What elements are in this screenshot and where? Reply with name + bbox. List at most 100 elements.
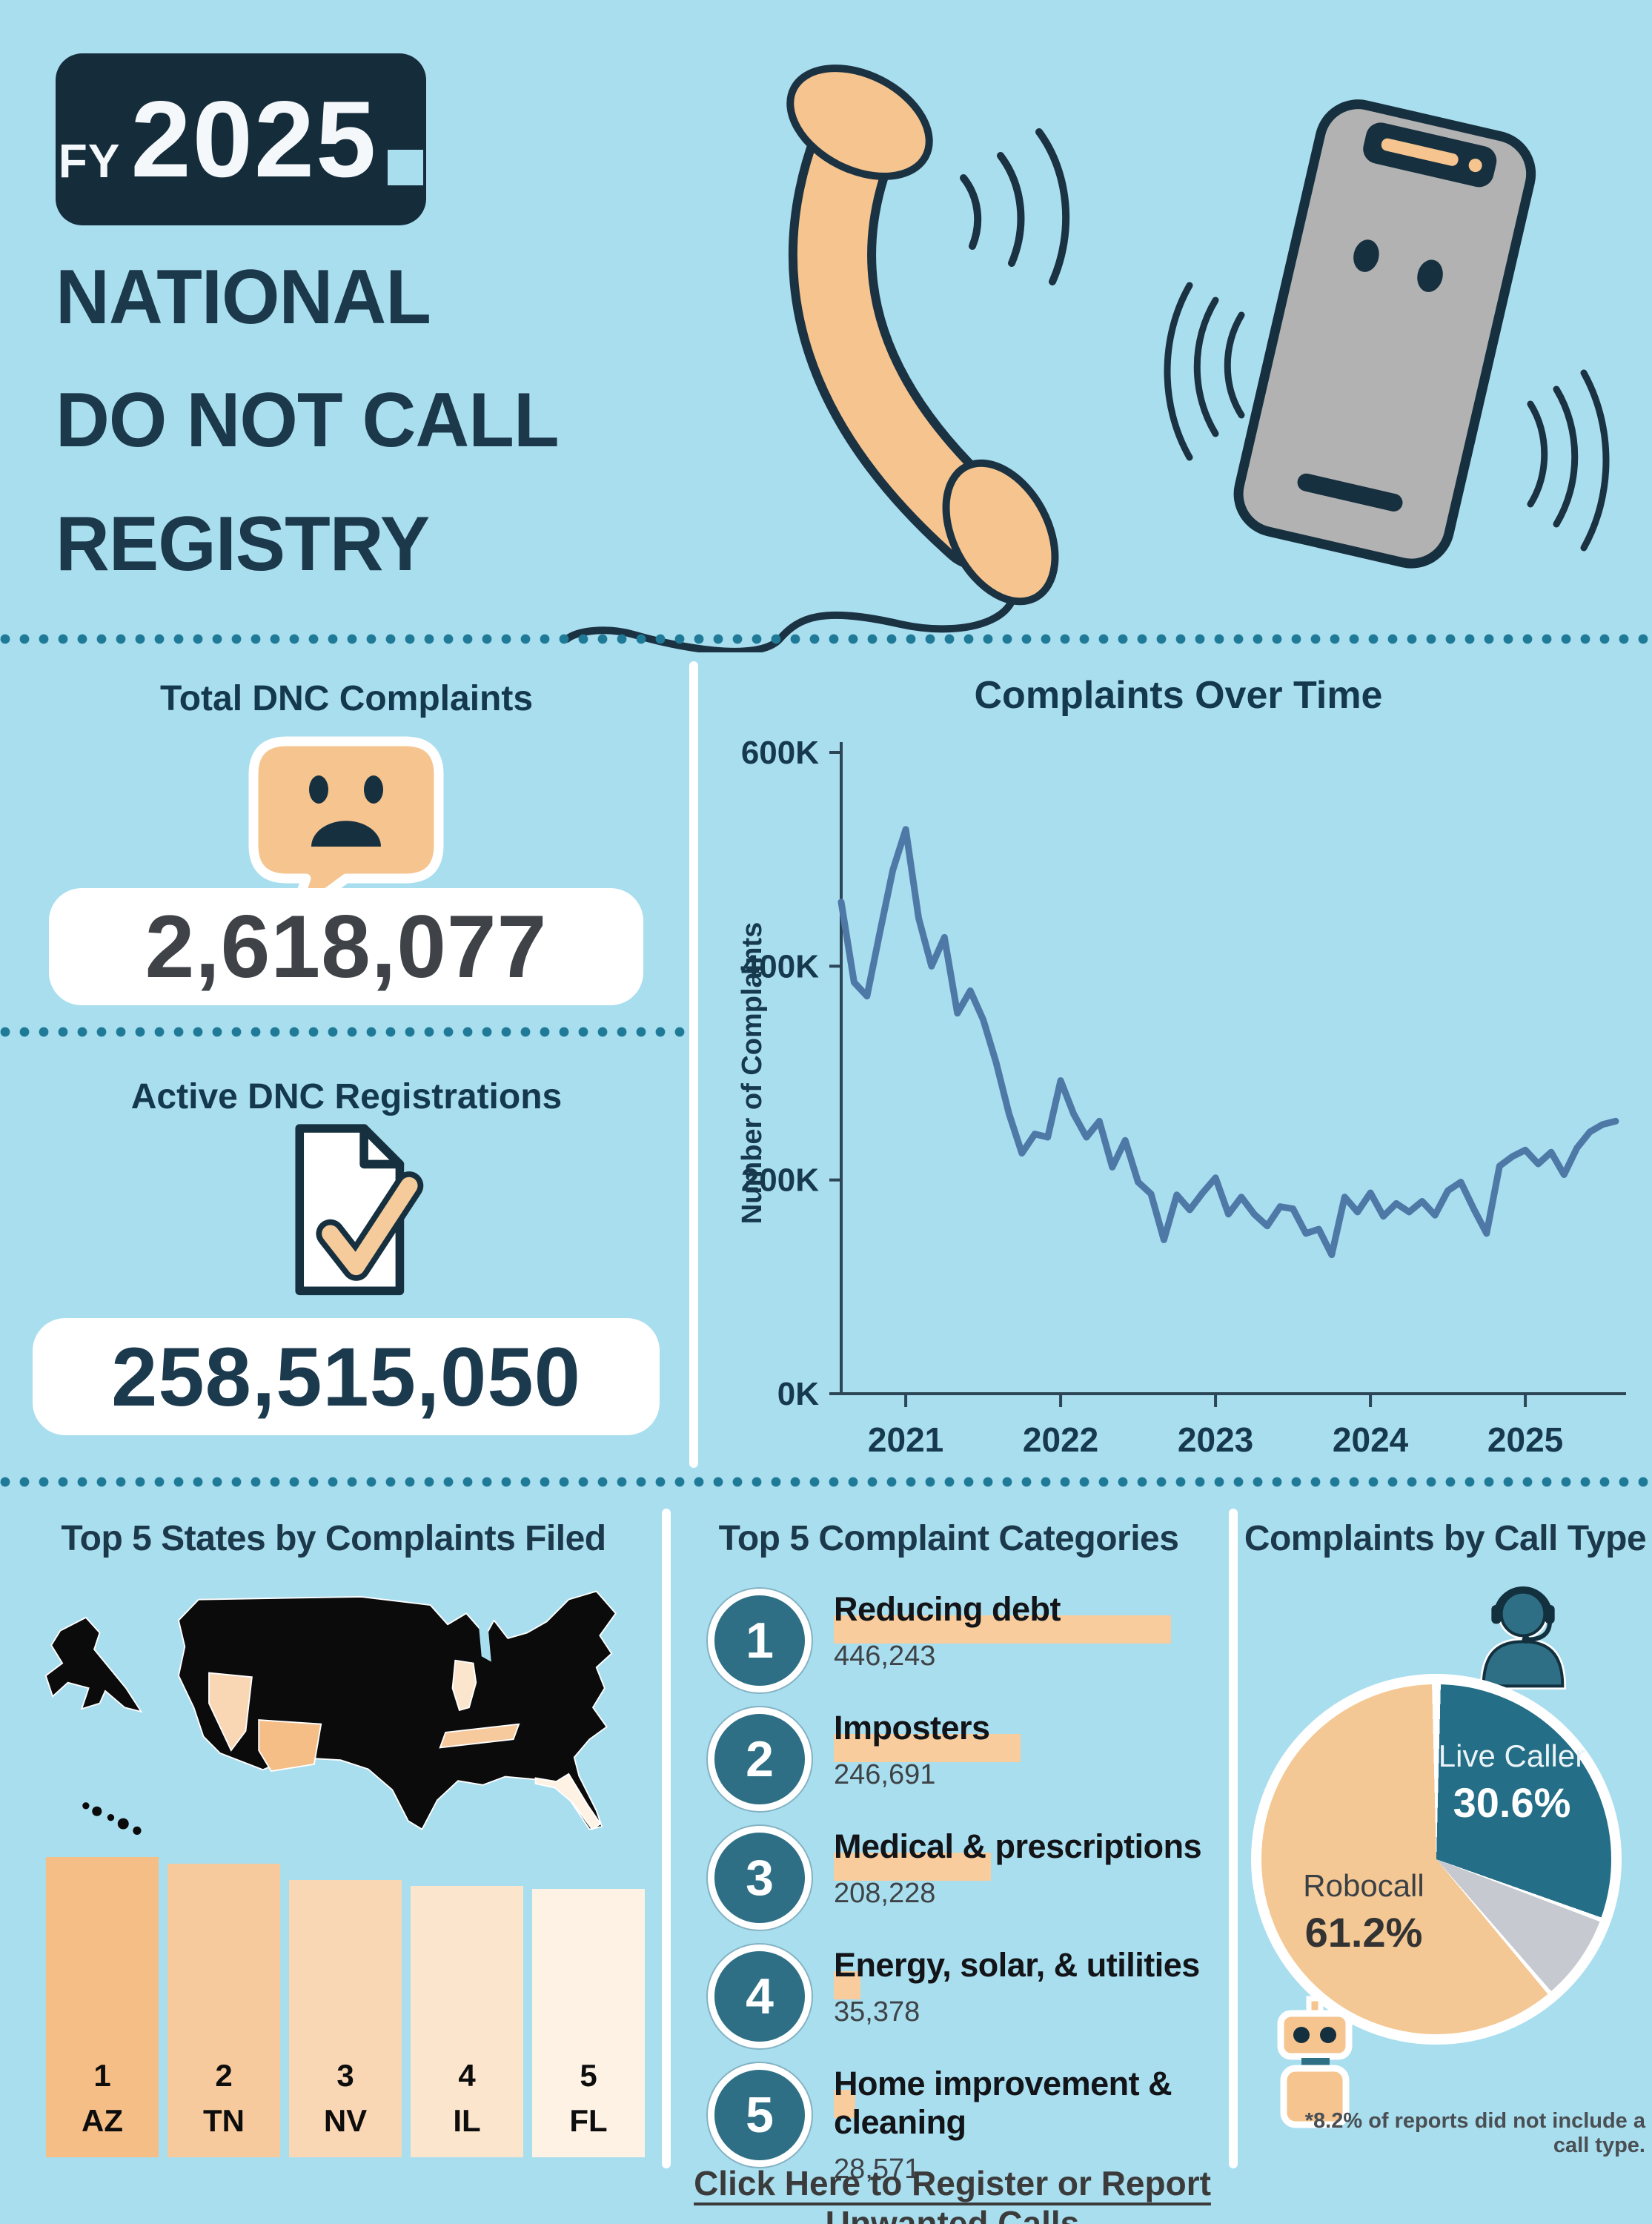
rank-number: 1 xyxy=(746,1612,774,1669)
category-row-4: 4 Energy, solar, & utilities 35,378 xyxy=(708,1939,1212,2050)
total-complaints-value: 2,618,077 xyxy=(145,897,548,996)
category-value: 208,228 xyxy=(834,1878,936,1909)
state-shape-fl xyxy=(534,1773,602,1830)
svg-text:2022: 2022 xyxy=(1023,1420,1098,1459)
category-row-5: 5 Home improvement & cleaning 28,571 xyxy=(708,2057,1212,2185)
state-rank: 3 xyxy=(336,2058,354,2094)
slice-percent: 61.2% xyxy=(1304,1909,1423,1956)
category-row-3: 3 Medical & prescriptions 208,228 xyxy=(708,1820,1212,1931)
vertical-divider-stats-chart xyxy=(689,661,698,1468)
rank-number: 4 xyxy=(746,1968,774,2025)
fiscal-year-badge: FY 2025 xyxy=(56,53,426,225)
rank-2-circle: 2 xyxy=(708,1707,812,1811)
svg-text:400K: 400K xyxy=(741,948,819,984)
active-registrations-value: 258,515,050 xyxy=(111,1330,581,1423)
active-registrations-heading: Active DNC Registrations xyxy=(130,1077,563,1116)
category-bar xyxy=(834,1615,1171,1644)
hawaii-shape xyxy=(82,1802,142,1835)
rank-number: 2 xyxy=(746,1731,774,1787)
register-report-link[interactable]: Click Here to Register or Report Unwante… xyxy=(694,2164,1211,2224)
phone-body xyxy=(1233,99,1536,569)
state-rank: 4 xyxy=(458,2058,476,2094)
active-registrations-pill: 258,515,050 xyxy=(33,1318,660,1435)
calltype-panel-title: Complaints by Call Type xyxy=(1244,1519,1647,1558)
ring-waves-left-icon xyxy=(1164,282,1245,461)
registration-document-icon xyxy=(295,1124,424,1296)
svg-text:200K: 200K xyxy=(741,1162,819,1199)
ring-waves-right-icon xyxy=(1527,369,1610,552)
state-shape-az xyxy=(258,1719,322,1773)
slice-label: Robocall xyxy=(1303,1868,1424,1903)
state-code: IL xyxy=(453,2103,481,2139)
category-value: 28,571 xyxy=(834,2154,920,2185)
live-caller-headset-icon xyxy=(1479,1586,1567,1689)
contiguous-us-shape xyxy=(178,1590,617,1830)
state-bar-tn: 2 TN xyxy=(167,1864,280,2157)
svg-text:2025: 2025 xyxy=(1487,1420,1563,1459)
vertical-divider-panel-2-3 xyxy=(1229,1509,1238,2168)
state-shape-il xyxy=(451,1659,477,1712)
category-bar xyxy=(834,1853,991,1881)
phone-eye-left xyxy=(1353,239,1379,272)
dotted-divider-top xyxy=(0,634,1652,644)
rank-4-circle: 4 xyxy=(708,1945,812,2048)
alaska-shape xyxy=(44,1616,143,1713)
state-bar-az: 1 AZ xyxy=(46,1857,159,2157)
call-type-pie-chart xyxy=(1251,1674,1622,2045)
page-title-line-3: REGISTRY xyxy=(56,500,430,587)
state-code: AZ xyxy=(82,2103,123,2139)
category-label: Energy, solar, & utilities xyxy=(834,1946,1200,1984)
vertical-divider-panel-1-2 xyxy=(662,1509,671,2168)
state-bar-il: 4 IL xyxy=(411,1886,523,2157)
pie-label-live-caller: Live Caller 30.6% xyxy=(1408,1738,1616,1827)
page-title-line-2: DO NOT CALL xyxy=(56,377,560,464)
rank-number: 3 xyxy=(746,1850,774,1906)
svg-text:2021: 2021 xyxy=(868,1420,943,1459)
state-code: FL xyxy=(569,2103,608,2139)
pie-label-robocall: Robocall 61.2% xyxy=(1275,1868,1453,1956)
page-title-line-1: NATIONAL xyxy=(56,254,431,340)
states-panel-title: Top 5 States by Complaints Filed xyxy=(61,1519,606,1558)
svg-text:600K: 600K xyxy=(741,735,819,771)
robocall-robot-icon xyxy=(1277,1996,1353,2128)
badge-year: 2025 xyxy=(130,79,378,199)
phone-speaker xyxy=(1381,138,1459,166)
state-bar-fl: 5 FL xyxy=(532,1889,645,2157)
category-row-2: 2 Imposters 246,691 xyxy=(708,1701,1212,1813)
complaints-over-time-line-chart: 0K 200K 400K 600K 2021 2022 2023 2024 2025 Number… xyxy=(737,735,1626,1459)
badge-square-decoration xyxy=(388,150,424,185)
dotted-divider-stats xyxy=(0,1027,693,1037)
pie-footnote: *8.2% of reports did not include a call … xyxy=(1304,2109,1645,2157)
state-bar-nv: 3 NV xyxy=(289,1880,402,2157)
category-bar xyxy=(834,1971,860,1999)
category-label: Reducing debt xyxy=(834,1590,1061,1628)
svg-text:2023: 2023 xyxy=(1178,1420,1253,1459)
rank-5-circle: 5 xyxy=(708,2063,812,2167)
page-title: NATIONAL DO NOT CALL REGISTRY xyxy=(56,236,746,606)
complaint-speech-bubble-icon xyxy=(248,736,444,923)
rank-3-circle: 3 xyxy=(708,1826,812,1930)
slice-percent: 30.6% xyxy=(1453,1779,1571,1826)
category-label: Medical & prescriptions xyxy=(834,1827,1202,1865)
category-row-1: 1 Reducing debt 446,243 xyxy=(708,1583,1212,1694)
lake-michigan-shape xyxy=(479,1626,491,1662)
ring-waves-icon xyxy=(960,128,1070,285)
smartphone-icon xyxy=(1164,99,1610,569)
category-value: 446,243 xyxy=(834,1641,936,1672)
state-rank-bars: 1 AZ 2 TN 3 NV 4 IL 5 FL xyxy=(46,1857,646,2157)
category-label: Home improvement & cleaning xyxy=(834,2065,1172,2141)
categories-panel-title: Top 5 Complaint Categories xyxy=(718,1519,1179,1558)
handset-mouthpiece xyxy=(942,459,1059,606)
category-bar xyxy=(834,2090,855,2118)
phone-camera-dot xyxy=(1468,159,1482,173)
badge-fy-label: FY xyxy=(58,134,121,188)
us-map xyxy=(44,1590,617,1835)
state-shape-tn xyxy=(439,1723,520,1749)
total-complaints-pill: 2,618,077 xyxy=(49,888,643,1005)
slice-label: Live Caller xyxy=(1438,1738,1586,1773)
state-code: TN xyxy=(203,2103,245,2139)
phone-home-bar xyxy=(1297,473,1403,512)
rank-number: 5 xyxy=(746,2087,774,2143)
dotted-divider-middle xyxy=(0,1477,1652,1487)
